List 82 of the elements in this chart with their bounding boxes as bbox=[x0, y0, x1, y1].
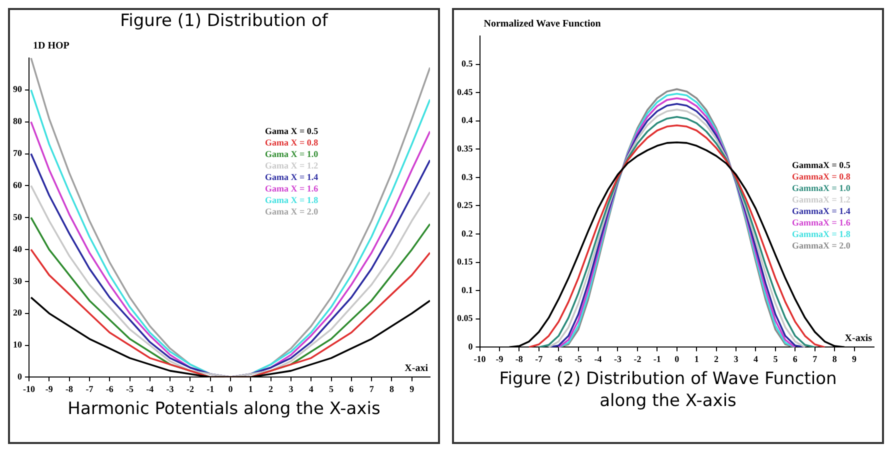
x-tick-label: -4 bbox=[594, 354, 602, 364]
text: Gama X = 1.4 bbox=[265, 172, 319, 182]
text: GammaX = 2.0 bbox=[792, 240, 851, 250]
y-tick-label: 0.45 bbox=[457, 86, 474, 97]
text: GammaX = 1.0 bbox=[792, 182, 851, 193]
text: GammaX = 1.8 bbox=[792, 228, 851, 239]
y-tick-label: 30 bbox=[13, 276, 22, 286]
x-tick-label: 9 bbox=[410, 384, 415, 394]
x-tick-label: -2 bbox=[186, 384, 194, 394]
x-tick-label: 8 bbox=[832, 354, 838, 364]
y-tick-label: 70 bbox=[13, 148, 22, 158]
x-tick-label: 7 bbox=[369, 384, 374, 394]
y-tick-label: 40 bbox=[13, 244, 22, 254]
x-tick-label: -10 bbox=[23, 384, 36, 394]
x-tick-label: -3 bbox=[166, 384, 174, 394]
y-tick-label: 0.25 bbox=[457, 200, 474, 210]
x-axis-title: X-axis bbox=[844, 332, 872, 344]
y-tick-label: 80 bbox=[13, 116, 22, 126]
y-tick-label: 0.4 bbox=[462, 115, 474, 126]
x-axis-title: X-axi bbox=[404, 362, 428, 374]
y-axis-title: 1D HOP bbox=[33, 40, 70, 52]
x-tick-label: 8 bbox=[389, 384, 394, 394]
x-tick-label: 6 bbox=[792, 354, 798, 364]
x-tick-label: -1 bbox=[206, 384, 215, 394]
text: Gama X = 1.6 bbox=[265, 183, 319, 194]
x-tick-label: 4 bbox=[308, 384, 314, 394]
x-tick-label: -9 bbox=[496, 354, 504, 364]
x-tick-label: 5 bbox=[329, 384, 334, 394]
x-tick-label: 0 bbox=[228, 384, 234, 394]
y-tick-label: 0 bbox=[18, 372, 22, 382]
x-tick-label: 2 bbox=[714, 354, 720, 364]
chart-title: Figure (1) Distribution of bbox=[119, 10, 330, 32]
y-tick-label: 0.1 bbox=[462, 284, 474, 295]
x-tick-label: -10 bbox=[474, 354, 486, 364]
y-tick-label: 0.3 bbox=[462, 172, 474, 182]
y-tick-label: 0.05 bbox=[457, 313, 474, 324]
x-tick-label: -6 bbox=[106, 384, 114, 394]
x-tick-label: 7 bbox=[812, 354, 818, 364]
x-tick-label: 3 bbox=[734, 354, 739, 364]
y-tick-label: 20 bbox=[13, 308, 22, 318]
x-tick-label: -5 bbox=[574, 354, 583, 364]
x-tick-label: 2 bbox=[268, 384, 274, 394]
x-tick-label: 3 bbox=[288, 384, 294, 394]
text: GammaX = 0.5 bbox=[792, 160, 851, 170]
x-tick-label: -3 bbox=[614, 354, 622, 364]
x-tick-label: 0 bbox=[674, 354, 680, 364]
text: Gama X = 1.0 bbox=[265, 148, 319, 159]
y-tick-label: 10 bbox=[13, 340, 22, 350]
x-tick-label: -2 bbox=[634, 354, 642, 364]
y-tick-label: 0.15 bbox=[457, 256, 474, 267]
x-tick-label: 9 bbox=[852, 354, 858, 364]
text: GammaX = 1.4 bbox=[792, 206, 851, 216]
text: Harmonic Potentials along the X-axis bbox=[66, 398, 382, 420]
x-tick-label: -8 bbox=[66, 384, 74, 394]
y-tick-label: 0.2 bbox=[462, 228, 474, 238]
x-tick-label: 4 bbox=[753, 354, 758, 364]
x-tick-label: -5 bbox=[126, 384, 134, 394]
y-axis-title: Normalized Wave Function bbox=[484, 18, 602, 30]
x-tick-label: -7 bbox=[86, 384, 94, 394]
y-tick-label: 0.35 bbox=[457, 143, 474, 154]
text: GammaX = 1.6 bbox=[792, 217, 851, 228]
x-tick-label: 1 bbox=[248, 384, 254, 394]
x-tick-label: -4 bbox=[146, 384, 154, 394]
text: Gama X = 0.5 bbox=[265, 126, 319, 136]
text: GammaX = 0.8 bbox=[792, 171, 851, 182]
y-tick-label: 50 bbox=[13, 212, 22, 222]
x-tick-label: -1 bbox=[653, 354, 662, 364]
x-tick-label: -7 bbox=[535, 354, 544, 364]
x-tick-label: -6 bbox=[554, 354, 563, 364]
x-tick-label: -8 bbox=[515, 354, 524, 364]
y-tick-label: 0 bbox=[468, 342, 474, 352]
x-tick-label: 6 bbox=[349, 384, 354, 394]
text: Gama X = 0.8 bbox=[265, 137, 319, 148]
text: Figure (2) Distribution of Wave Function along the X-axis bbox=[498, 368, 838, 412]
y-tick-label: 0.5 bbox=[462, 58, 474, 69]
y-tick-label: 90 bbox=[13, 84, 22, 94]
x-tick-label: 5 bbox=[773, 354, 778, 364]
text: Gama X = 2.0 bbox=[265, 206, 319, 216]
text: Gama X = 1.8 bbox=[265, 194, 319, 205]
y-tick-label: 60 bbox=[13, 180, 22, 190]
x-tick-label: -9 bbox=[45, 384, 54, 394]
x-tick-label: 1 bbox=[694, 354, 700, 364]
